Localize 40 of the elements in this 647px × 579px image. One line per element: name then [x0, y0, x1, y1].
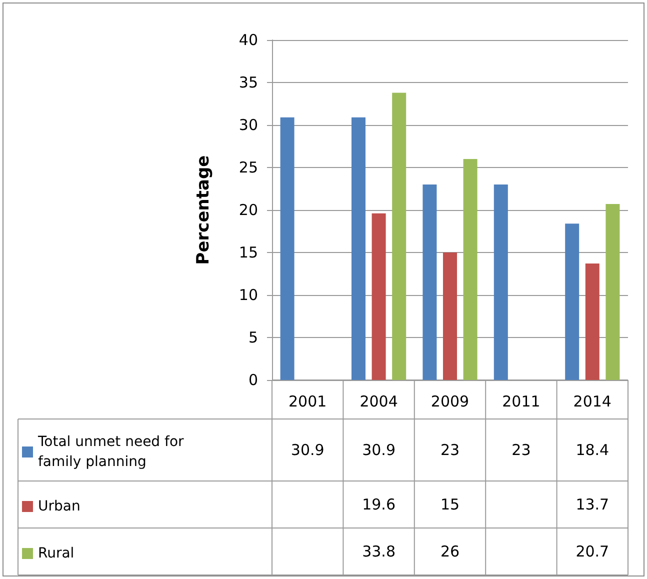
data-label: 20.7 [576, 542, 610, 560]
y-tick-label: 0 [248, 371, 258, 389]
y-tick-label: 20 [238, 201, 258, 219]
bar [494, 184, 508, 380]
bar [372, 213, 386, 380]
data-label: 30.9 [362, 441, 396, 459]
x-tick-label: 2004 [360, 392, 398, 410]
data-label: 13.7 [576, 496, 610, 514]
x-tick-label: 2011 [502, 392, 540, 410]
y-tick-label: 35 [238, 74, 258, 92]
bar [422, 184, 437, 380]
data-label: 23 [512, 441, 531, 459]
legend-label: Rural [38, 546, 74, 562]
bar [352, 117, 366, 380]
data-label: 26 [440, 542, 460, 560]
bar [565, 224, 580, 380]
bar [392, 92, 406, 380]
x-tick-label: 2001 [288, 392, 327, 410]
legend-label: Urban [38, 498, 80, 514]
data-label: 33.8 [362, 542, 396, 560]
data-label: 30.9 [290, 441, 324, 459]
bar [280, 117, 294, 380]
y-tick-label: 40 [238, 31, 258, 49]
y-tick-label: 15 [238, 244, 258, 262]
y-tick-label: 10 [238, 286, 258, 304]
x-tick-label: 2009 [430, 392, 470, 410]
bar [443, 252, 457, 380]
y-tick-label: 25 [238, 158, 258, 176]
bar [606, 204, 620, 380]
bar [585, 264, 600, 380]
y-tick-label: 30 [238, 116, 258, 134]
legend-label: Total unmet need for family planning [37, 434, 188, 470]
data-label: 15 [440, 496, 460, 514]
data-label: 19.6 [362, 496, 396, 514]
data-label: 23 [440, 441, 460, 459]
data-label: 18.4 [576, 441, 610, 459]
y-axis-title: Percentage [194, 155, 214, 265]
x-tick-label: 2014 [573, 392, 612, 410]
y-tick-label: 5 [248, 328, 258, 346]
bar [463, 159, 478, 380]
